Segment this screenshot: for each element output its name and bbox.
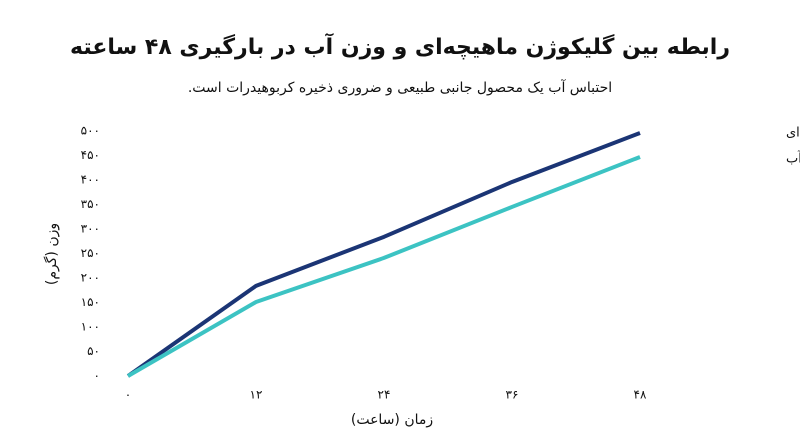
x-tick-label: ۴۸	[634, 388, 647, 402]
y-tick-label: ۰	[94, 369, 100, 383]
y-tick-label: ۵۰۰	[81, 124, 100, 138]
x-tick-label: ۲۴	[378, 388, 391, 402]
legend-label: وزن آب	[786, 150, 800, 167]
y-tick-label: ۴۵۰	[81, 148, 100, 162]
chart-title: رابطه بین گلیکوژن ماهیچه‌ای و وزن آب در …	[70, 32, 730, 60]
y-tick-label: ۳۰۰	[81, 222, 100, 236]
y-tick-label: ۲۵۰	[81, 246, 100, 260]
x-tick-label: ۳۶	[506, 388, 519, 402]
y-axis-label: وزن (گرم)	[43, 223, 60, 285]
y-tick-label: ۱۵۰	[81, 295, 100, 309]
x-tick-label: ۱۲	[250, 388, 263, 402]
x-axis-label: زمان (ساعت)	[351, 412, 433, 428]
y-tick-label: ۴۰۰	[81, 173, 100, 187]
legend-label: گلیکوژن ماهیچه‌ای	[786, 125, 800, 141]
series-line	[126, 131, 641, 378]
x-tick-label: ۰	[125, 388, 131, 402]
y-tick-label: ۲۰۰	[81, 271, 100, 285]
y-tick-label: ۳۵۰	[81, 197, 100, 211]
y-tick-label: ۱۰۰	[81, 320, 100, 334]
series-line	[126, 155, 641, 378]
y-tick-label: ۵۰	[87, 344, 100, 358]
chart-subtitle: احتباس آب یک محصول جانبی طبیعی و ضروری ذ…	[188, 79, 612, 96]
